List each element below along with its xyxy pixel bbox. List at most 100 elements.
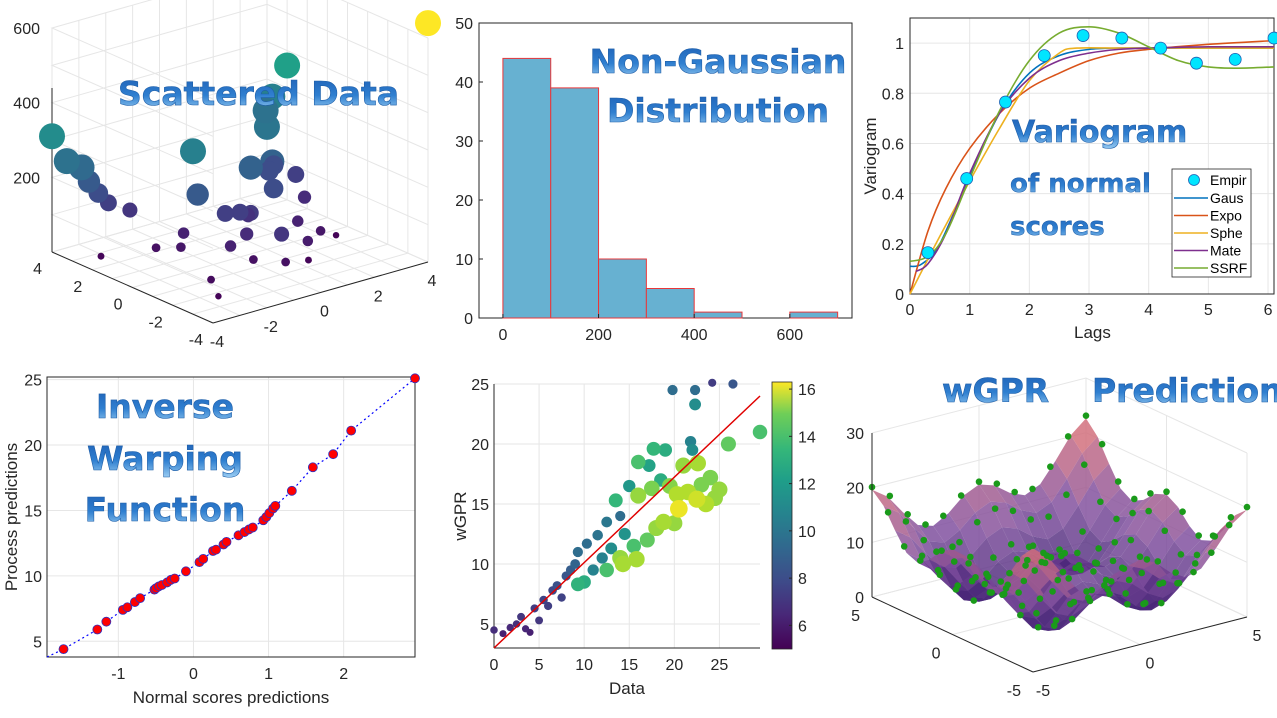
observation-point <box>918 552 926 560</box>
observation-point <box>1031 567 1039 574</box>
observation-point <box>1033 609 1040 617</box>
chart-title-line: Distribution <box>607 91 829 130</box>
observation-point <box>949 543 956 551</box>
scattered-data-panel: 200 400 600 -4 -2 0 2 4 4 2 0 -2 -4 Scattered Data <box>13 0 441 351</box>
chart-title-line: scores <box>1010 212 1105 242</box>
observation-point <box>1093 560 1101 567</box>
observation-point <box>1027 516 1035 523</box>
observation-point <box>1159 579 1167 587</box>
observation-point <box>1025 543 1033 551</box>
surface-patch <box>1174 526 1201 556</box>
surface-patch <box>1074 529 1102 565</box>
grid-line <box>51 190 268 253</box>
x-axis-label: Lags <box>1074 323 1111 342</box>
z-tick-label: 0 <box>855 590 864 607</box>
observation-point <box>1098 440 1106 448</box>
surface-patch <box>1089 504 1117 543</box>
data-point <box>581 538 592 549</box>
x-tick-label: -2 <box>264 319 278 336</box>
y-tick-label: 20 <box>24 438 42 455</box>
observation-point <box>1122 590 1129 597</box>
chart-title-line: Non-Gaussian <box>590 42 847 81</box>
axes-box <box>909 17 1275 295</box>
y-axis-label: Variogram <box>861 117 880 194</box>
data-point <box>689 384 701 396</box>
surface-patch <box>1055 435 1083 479</box>
surface-patch <box>917 525 945 543</box>
z-tick-label: 200 <box>13 170 40 187</box>
observation-point <box>1120 565 1128 572</box>
empirical-point <box>1076 29 1090 42</box>
data-point <box>259 161 279 181</box>
legend-label: Sphe <box>1210 225 1243 241</box>
warp-point <box>221 536 232 547</box>
surface-patch <box>1147 578 1175 598</box>
wgpr-scatter-panel: 0 5 10 15 20 25 5 10 15 20 25 Data wGPR 6 8 10 12 14 16 <box>451 377 816 698</box>
observation-point <box>1127 536 1135 544</box>
observation-point <box>1070 598 1078 606</box>
data-point <box>177 227 190 239</box>
data-point <box>608 493 623 508</box>
observation-point <box>1172 569 1179 576</box>
observation-point <box>957 492 965 499</box>
surface-patch <box>1040 460 1067 502</box>
y-tick-label: 20 <box>455 193 473 210</box>
observation-point <box>1243 503 1251 511</box>
data-point <box>614 555 632 573</box>
surface-patch <box>1158 541 1186 580</box>
x-tick-label: -4 <box>210 334 224 351</box>
observation-point <box>1045 513 1052 520</box>
y-tick-label: 0.6 <box>882 136 904 153</box>
observation-point <box>1086 597 1094 605</box>
data-point <box>281 257 290 267</box>
observation-point <box>1051 622 1058 629</box>
colorbar <box>771 381 793 650</box>
data-point <box>216 205 234 222</box>
warping-curve <box>46 377 416 658</box>
x-tick-label: 2 <box>374 288 383 305</box>
observation-point <box>1143 556 1151 563</box>
y-tick-label: 0 <box>932 646 941 663</box>
data-point <box>587 564 599 576</box>
data-point <box>521 625 530 633</box>
data-point <box>670 499 688 518</box>
chart-title-line: of normal <box>1010 169 1151 199</box>
x-tick-label: -5 <box>1036 683 1050 700</box>
identity-line <box>493 395 761 649</box>
surface-patch <box>1120 534 1148 569</box>
observation-point <box>1158 599 1165 607</box>
data-point <box>180 138 206 165</box>
surface-patch <box>975 501 1002 539</box>
surface-patch <box>1204 524 1232 554</box>
warp-point <box>410 373 420 384</box>
observation-point <box>990 554 997 561</box>
data-point <box>630 487 647 504</box>
surface-patch <box>895 530 922 561</box>
x-tick-label: 1 <box>264 666 273 683</box>
empirical-point <box>1190 56 1203 70</box>
observation-point <box>1000 590 1008 598</box>
observation-point <box>993 480 1001 487</box>
observation-point <box>1020 577 1028 585</box>
data-point <box>315 226 326 236</box>
warp-point <box>307 462 318 473</box>
surface-patch <box>1036 501 1064 540</box>
surface-patch <box>1120 583 1148 606</box>
legend-label: Expo <box>1210 208 1242 224</box>
y-tick-label: 15 <box>24 503 42 520</box>
y-tick-label: -4 <box>189 332 203 349</box>
y-tick-label: 2 <box>73 279 82 296</box>
warp-point <box>211 544 221 555</box>
empirical-point <box>999 95 1012 109</box>
data-point <box>623 479 636 493</box>
observation-point <box>1125 576 1133 584</box>
y-axis-line <box>51 251 214 324</box>
data-point <box>570 577 585 592</box>
empirical-point <box>1115 31 1129 45</box>
observation-point <box>900 543 908 550</box>
observation-point <box>1161 527 1169 535</box>
observation-point <box>1079 528 1086 535</box>
observation-point <box>1145 507 1152 515</box>
observation-point <box>1007 541 1015 548</box>
